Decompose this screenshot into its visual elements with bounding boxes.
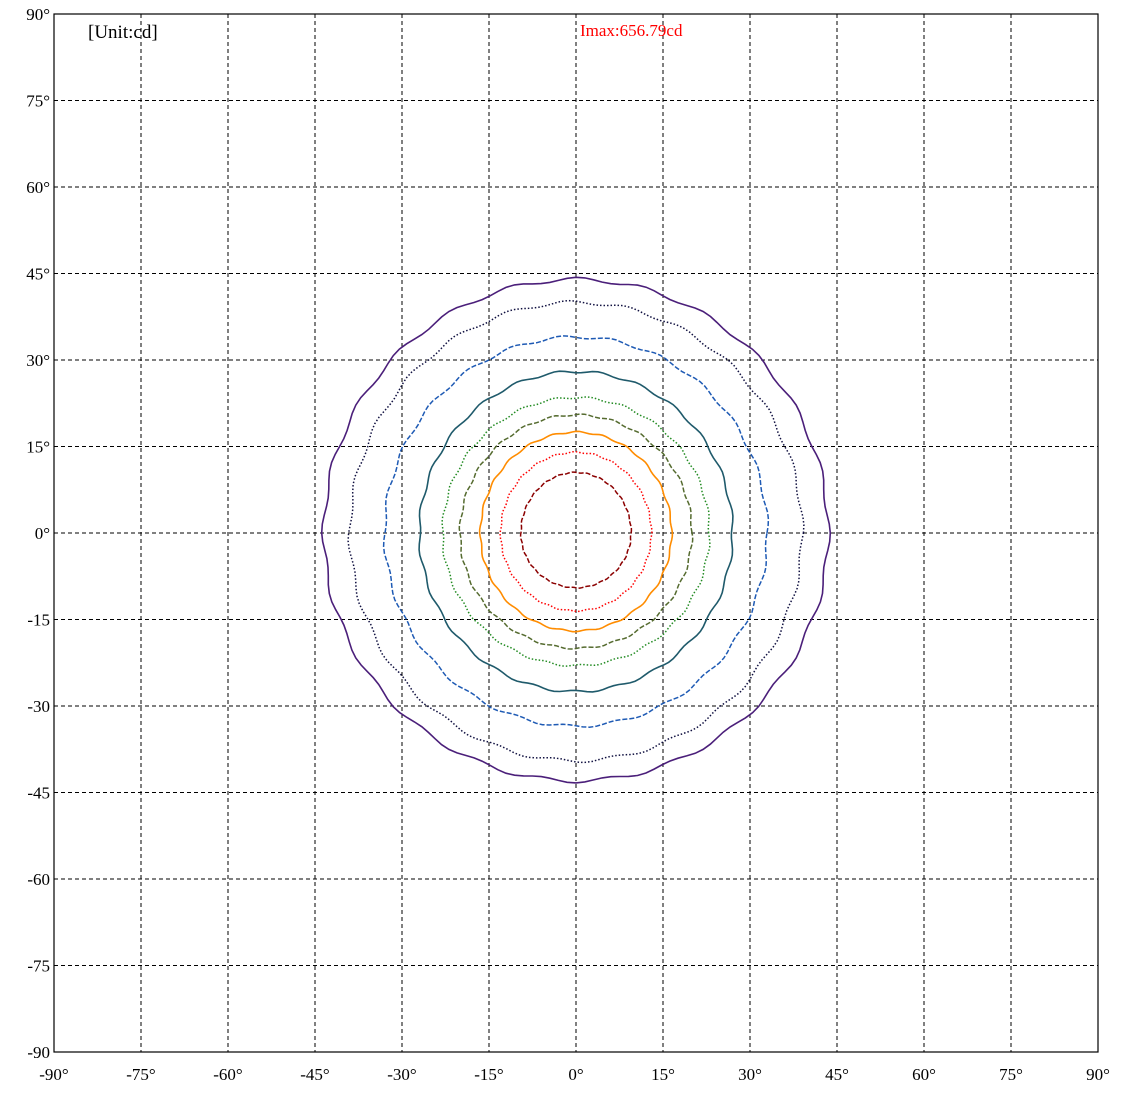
x-tick-label: 75° <box>999 1065 1023 1084</box>
x-tick-label: -15° <box>474 1065 503 1084</box>
contour-line <box>320 276 832 784</box>
x-tick-label: 30° <box>738 1065 762 1084</box>
x-tick-label: 90° <box>1086 1065 1110 1084</box>
y-tick-label: 45° <box>26 265 50 284</box>
y-tick-label: -75 <box>27 957 50 976</box>
y-tick-label: 30° <box>26 351 50 370</box>
contour-line <box>519 471 633 589</box>
y-tick-label: -90 <box>27 1043 50 1062</box>
unit-label: [Unit:cd] <box>88 22 158 43</box>
x-tick-label: -75° <box>126 1065 155 1084</box>
x-tick-label: -30° <box>387 1065 416 1084</box>
x-tick-label: 0° <box>568 1065 583 1084</box>
y-tick-label: -15 <box>27 611 50 630</box>
x-tick-labels: -90° -75° -60° -45° -30° -15° 0° 15° 30° 45° 60° 75… <box>39 1065 1110 1084</box>
grid <box>54 14 1098 1052</box>
x-tick-label: 60° <box>912 1065 936 1084</box>
y-tick-label: 60° <box>26 178 50 197</box>
contour-line <box>441 396 711 667</box>
contour-line <box>382 335 770 728</box>
y-tick-label: 15° <box>26 438 50 457</box>
x-tick-label: -45° <box>300 1065 329 1084</box>
contour-line <box>347 299 805 764</box>
x-tick-label: 45° <box>825 1065 849 1084</box>
y-tick-label: 90° <box>26 5 50 24</box>
y-tick-labels: 90° 75° 60° 45° 30° 15° 0° -15 -30 -45 -60 -75 -90 <box>26 5 50 1062</box>
x-tick-label: -90° <box>39 1065 68 1084</box>
contour-line <box>418 370 734 693</box>
x-tick-label: 15° <box>651 1065 675 1084</box>
y-tick-label: -45 <box>27 784 50 803</box>
y-tick-label: 0° <box>35 524 50 543</box>
imax-label: Imax:656.79cd <box>580 21 683 40</box>
contour-line <box>458 413 694 650</box>
y-tick-label: -30 <box>27 697 50 716</box>
contour-line <box>478 430 674 633</box>
plot-frame <box>53 13 1099 1053</box>
contours <box>320 276 832 784</box>
x-tick-label: -60° <box>213 1065 242 1084</box>
y-tick-label: 75° <box>26 92 50 111</box>
y-tick-label: -60 <box>27 870 50 889</box>
